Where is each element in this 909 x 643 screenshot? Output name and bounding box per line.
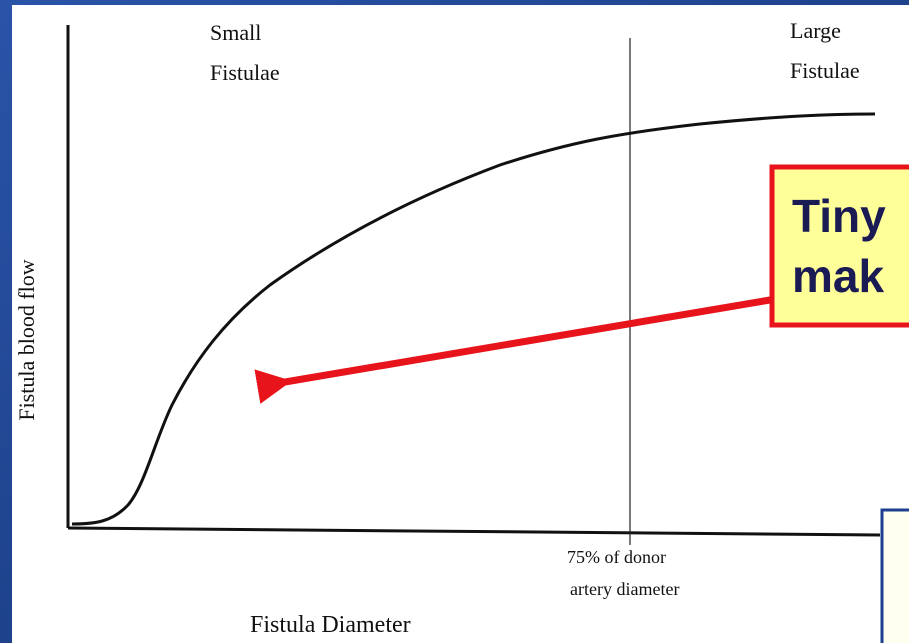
x-axis (67, 526, 881, 537)
chart-panel (12, 5, 909, 643)
x-axis-label: Fistula Diameter (250, 612, 411, 638)
callout-text: Tiny (792, 190, 886, 242)
flow-curve (71, 112, 876, 526)
corner-box (880, 508, 909, 643)
callout-text: mak (792, 250, 884, 302)
y-axis-label: Fistula blood flow (14, 259, 39, 420)
region-label: Large (790, 18, 841, 43)
threshold-label: artery diameter (570, 579, 679, 599)
threshold-label: 75% of donor (567, 547, 666, 567)
callout-arrow (254, 296, 771, 404)
region-label: Fistulae (790, 58, 860, 83)
region-label: Small (210, 20, 261, 45)
callout-box (769, 164, 909, 328)
region-label: Fistulae (210, 60, 280, 85)
